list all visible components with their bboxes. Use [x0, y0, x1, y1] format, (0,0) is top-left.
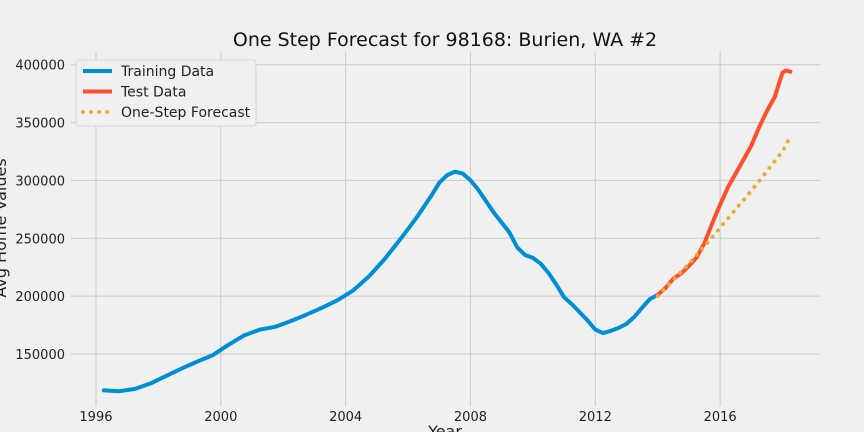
series-line-one-step-forecast	[655, 134, 793, 299]
x-tick-label: 2012	[579, 410, 612, 425]
legend-entry: Test Data	[120, 85, 186, 101]
x-tick-label: 1996	[79, 410, 112, 425]
y-tick-label: 150000	[15, 348, 65, 363]
y-tick-label: 200000	[15, 290, 65, 305]
series-line-training-data	[101, 169, 660, 394]
x-tick-label: 2000	[204, 410, 237, 425]
tick-labels: 1996 2000 2004 2008 2012 2016 150000 200000 2500…	[15, 59, 736, 425]
x-tick-label: 2004	[329, 410, 362, 425]
y-tick-label: 350000	[15, 117, 65, 132]
x-axis-label: Year	[427, 422, 462, 432]
y-tick-label: 400000	[15, 59, 65, 74]
y-axis-label: Avg Home Values	[0, 158, 10, 297]
legend: Training Data Test Data One-Step Forecast	[75, 59, 257, 127]
series-line-test-data	[655, 68, 793, 297]
legend-entry: Training Data	[120, 64, 214, 80]
gridlines	[71, 52, 820, 406]
x-tick-label: 2008	[454, 410, 487, 425]
y-tick-label: 250000	[15, 232, 65, 247]
y-tick-label: 300000	[15, 174, 65, 189]
legend-entry: One-Step Forecast	[121, 105, 251, 121]
chart-title: One Step Forecast for 98168: Burien, WA …	[233, 29, 657, 51]
series-layer	[101, 68, 793, 394]
legend-box	[75, 59, 257, 127]
x-tick-label: 2016	[704, 410, 737, 425]
